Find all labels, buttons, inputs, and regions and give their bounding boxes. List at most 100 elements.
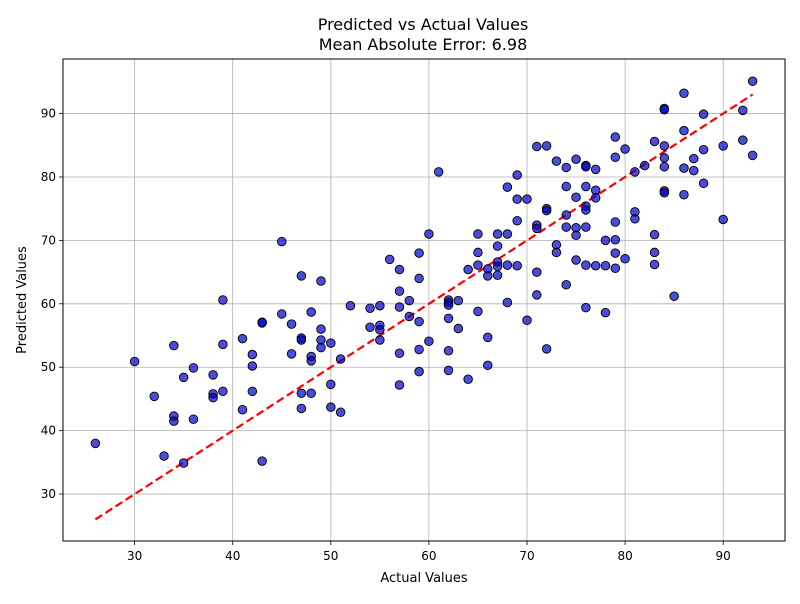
scatter-point — [590, 164, 601, 175]
y-tick-label: 40 — [41, 424, 56, 438]
scatter-point — [541, 205, 552, 216]
scatter-point — [188, 363, 199, 373]
scatter-point — [747, 150, 758, 161]
scatter-point — [208, 392, 218, 403]
scatter-point — [698, 109, 709, 119]
scatter-point — [561, 222, 571, 232]
scatter-point — [689, 165, 699, 176]
scatter-point — [502, 297, 513, 308]
scatter-point — [375, 300, 385, 311]
scatter-point — [522, 315, 532, 326]
scatter-point — [375, 325, 385, 335]
scatter-point — [414, 344, 424, 355]
scatter-point — [610, 152, 621, 163]
y-tick-label: 30 — [41, 487, 56, 501]
chart-title: Predicted vs Actual Values — [318, 15, 529, 34]
scatter-point — [375, 335, 385, 345]
ticks: 30 40 50 60 70 80 90 30 40 50 60 70 80 90 — [41, 107, 731, 563]
scatter-point — [649, 136, 660, 147]
scatter-point — [257, 318, 267, 328]
x-tick-label: 80 — [617, 549, 632, 563]
scatter-point — [316, 276, 326, 286]
scatter-point — [581, 302, 591, 313]
scatter-point — [218, 295, 228, 305]
scatter-point — [178, 372, 189, 383]
scatter-point — [296, 335, 307, 345]
scatter-point — [218, 386, 228, 397]
scatter-point — [571, 255, 581, 265]
y-tick-label: 70 — [41, 233, 56, 247]
scatter-point — [424, 336, 434, 346]
scatter-point — [512, 215, 522, 226]
scatter-point — [512, 194, 522, 204]
scatter-point — [237, 333, 248, 344]
scatter-point — [188, 414, 199, 424]
scatter-point — [718, 141, 728, 151]
scatter-point — [551, 156, 562, 166]
scatter-point — [630, 167, 640, 177]
x-tick-label: 70 — [519, 549, 534, 563]
x-axis-label: Actual Values — [380, 571, 468, 586]
scatter-point — [659, 153, 670, 163]
reference-line-group — [94, 93, 754, 521]
scatter-point — [571, 192, 581, 203]
scatter-point — [718, 214, 728, 225]
scatter-point — [581, 222, 591, 232]
scatter-point — [620, 144, 630, 154]
scatter-point — [532, 141, 542, 152]
scatter-point — [208, 370, 218, 380]
scatter-point — [316, 324, 326, 334]
scatter-point — [414, 248, 424, 258]
scatter-point — [443, 313, 454, 324]
scatter-point — [502, 229, 513, 239]
scatter-point — [581, 205, 591, 215]
scatter-point — [698, 144, 709, 155]
scatter-point — [453, 295, 464, 306]
x-tick-label: 60 — [421, 549, 436, 563]
scatter-point — [639, 160, 650, 171]
x-tick-label: 40 — [225, 549, 240, 563]
scatter-point — [620, 254, 630, 264]
scatter-point — [149, 391, 159, 402]
scatter-point — [424, 229, 434, 239]
scatter-point — [483, 360, 493, 371]
scatter-point — [169, 416, 179, 426]
scatter-point — [492, 270, 503, 281]
scatter-point — [669, 291, 679, 301]
scatter-point — [679, 125, 689, 136]
scatter-point — [443, 300, 454, 310]
scatter-point — [600, 261, 611, 271]
scatter-point — [659, 188, 670, 198]
scatter-point — [561, 181, 571, 192]
scatter-point — [532, 290, 542, 300]
scatter-point — [443, 365, 454, 376]
scatter-point — [247, 349, 258, 360]
reference-line — [94, 93, 754, 521]
scatter-point — [129, 356, 140, 367]
scatter-point — [561, 280, 571, 290]
scatter-point — [571, 154, 581, 164]
scatter-point — [365, 322, 375, 333]
scatter-point — [237, 404, 248, 415]
scatter-point — [286, 319, 297, 329]
scatter-point — [600, 235, 611, 246]
y-tick-label: 80 — [41, 170, 56, 184]
scatter-point — [659, 104, 670, 115]
scatter-point — [512, 261, 522, 271]
scatter-point — [561, 210, 571, 220]
scatter-points — [90, 76, 758, 468]
scatter-point — [404, 311, 415, 322]
scatter-point — [306, 388, 316, 398]
scatter-point — [414, 273, 424, 284]
scatter-point — [532, 223, 542, 234]
scatter-point — [169, 340, 179, 351]
scatter-point — [296, 388, 307, 398]
y-tick-label: 60 — [41, 297, 56, 311]
scatter-point — [600, 307, 611, 318]
scatter-point — [247, 361, 258, 371]
scatter-point — [590, 261, 601, 271]
scatter-point — [345, 300, 356, 311]
scatter-point — [610, 132, 621, 142]
